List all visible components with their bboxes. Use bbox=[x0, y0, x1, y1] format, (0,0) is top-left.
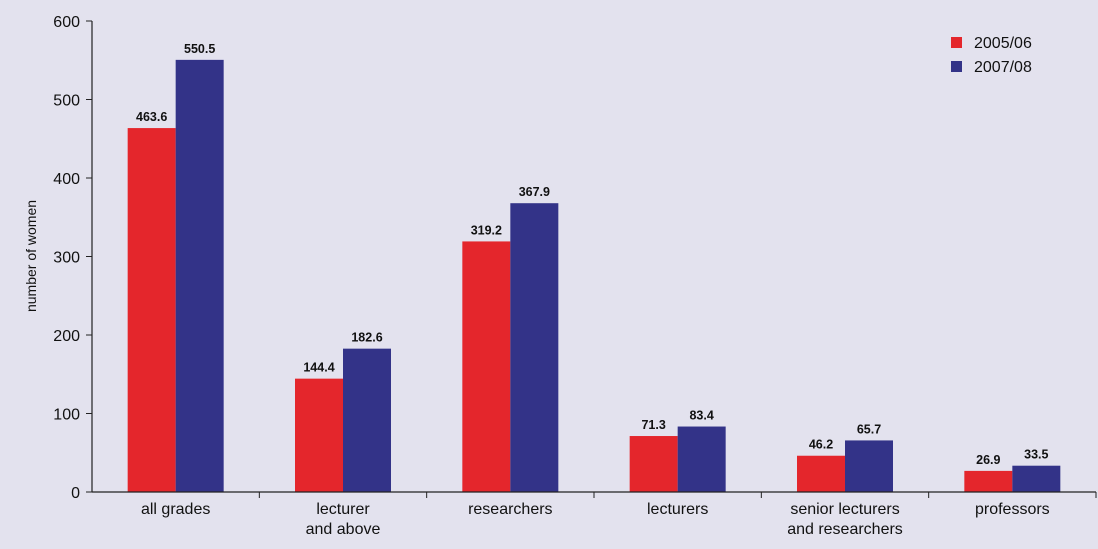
bar bbox=[127, 128, 176, 492]
bar-value-label: 182.6 bbox=[351, 331, 382, 345]
bar-value-label: 71.3 bbox=[641, 418, 665, 432]
bar-value-label: 319.2 bbox=[471, 223, 502, 237]
legend: 2005/06 2007/08 bbox=[951, 35, 1032, 76]
y-tick-label: 400 bbox=[53, 171, 80, 188]
bar bbox=[462, 241, 511, 492]
bar bbox=[845, 440, 893, 492]
bar bbox=[964, 470, 1013, 492]
x-category-label: lecturers bbox=[647, 501, 708, 518]
bar-value-label: 65.7 bbox=[857, 422, 881, 436]
bar bbox=[343, 348, 391, 492]
y-axis-title-text: number of women bbox=[23, 200, 39, 312]
bar bbox=[1012, 465, 1061, 492]
x-category-label: professors bbox=[975, 501, 1050, 518]
bar-value-label: 550.5 bbox=[184, 42, 215, 56]
bar bbox=[175, 59, 224, 493]
y-tick-label: 300 bbox=[53, 250, 80, 267]
data-labels: 463.6 144.4 319.2 71.3 46.2 26.9 550.5 182.6 367… bbox=[136, 42, 1049, 467]
y-tick-label: 200 bbox=[53, 328, 80, 345]
bar-value-label: 33.5 bbox=[1024, 448, 1048, 462]
bar bbox=[295, 378, 343, 492]
legend-swatch bbox=[951, 61, 962, 72]
x-axis-categories: all grades lecturer and above researchers le… bbox=[141, 501, 1050, 538]
y-axis-title: number of women bbox=[23, 200, 39, 312]
y-axis: 0 100 200 300 400 500 600 bbox=[53, 14, 92, 502]
legend-label: 2005/06 bbox=[974, 35, 1032, 52]
bar-value-label: 46.2 bbox=[809, 438, 833, 452]
x-category-label: lecturer and above bbox=[306, 501, 381, 538]
axis-lines bbox=[91, 21, 1097, 498]
bar-series bbox=[127, 59, 1061, 493]
bar-value-label: 463.6 bbox=[136, 110, 167, 124]
y-tick-label: 500 bbox=[53, 93, 80, 110]
x-category-label: senior lecturers and researchers bbox=[787, 501, 903, 538]
x-category-label: all grades bbox=[141, 501, 210, 518]
x-category-label: researchers bbox=[468, 501, 552, 518]
bar bbox=[629, 436, 678, 492]
y-tick-label: 100 bbox=[53, 407, 80, 424]
bar bbox=[677, 426, 726, 492]
y-tick-label: 0 bbox=[71, 485, 80, 502]
bar bbox=[510, 203, 559, 493]
legend-swatch bbox=[951, 37, 962, 48]
bar bbox=[797, 455, 845, 492]
bar-value-label: 367.9 bbox=[519, 185, 550, 199]
legend-label: 2007/08 bbox=[974, 59, 1032, 76]
y-tick-label: 600 bbox=[53, 14, 80, 31]
bar-value-label: 83.4 bbox=[689, 409, 713, 423]
bar-value-label: 144.4 bbox=[303, 361, 334, 375]
bar-value-label: 26.9 bbox=[976, 453, 1000, 467]
